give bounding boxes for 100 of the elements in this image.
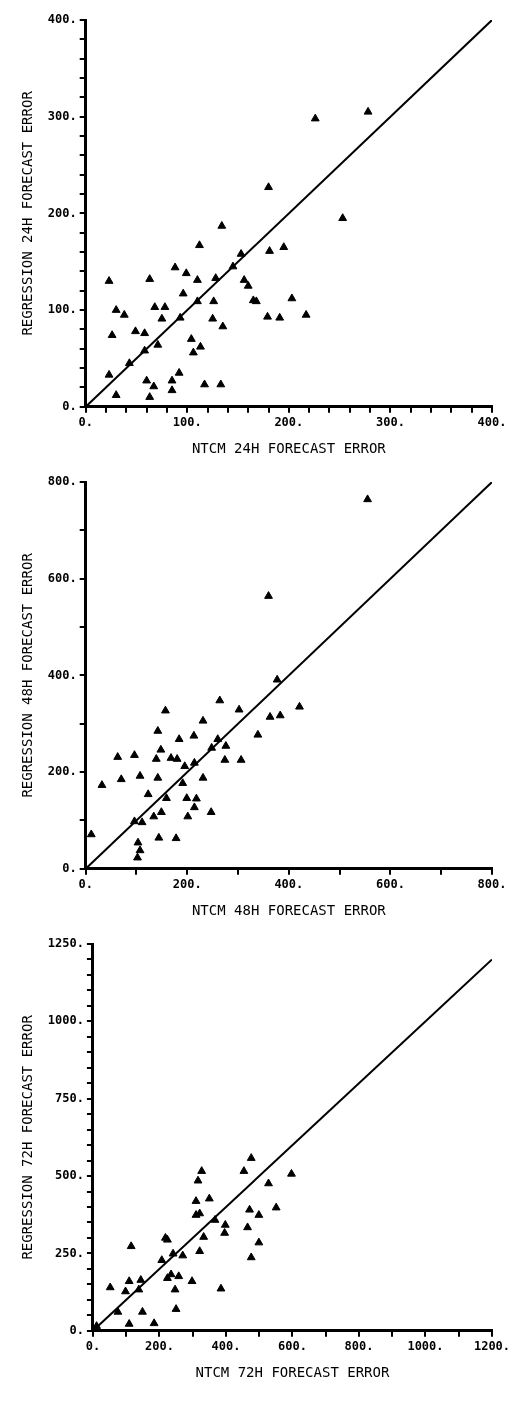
point [195, 1246, 205, 1255]
point [271, 1202, 281, 1211]
point [220, 1219, 230, 1228]
point [130, 816, 139, 825]
point [153, 339, 163, 348]
point [363, 494, 372, 503]
point [150, 302, 160, 310]
y-tick-label: 200. [47, 764, 77, 779]
point [275, 312, 285, 321]
x-axis-title: NTCM 24H FORECAST ERROR [191, 440, 387, 457]
point [200, 379, 209, 388]
point [254, 1210, 264, 1218]
point [171, 833, 181, 842]
point [156, 807, 166, 815]
x-tick-label: 400. [211, 1339, 241, 1354]
point [193, 1175, 203, 1184]
point [197, 1166, 207, 1174]
x-tick-label: 200. [144, 1339, 174, 1354]
point [168, 1248, 178, 1257]
point [295, 701, 304, 710]
x-tick-label: 800. [344, 1339, 374, 1354]
point [195, 240, 204, 249]
point [207, 742, 217, 751]
y-axis-title: REGRESSION 72H FORECAST ERROR [19, 1014, 36, 1260]
point [145, 274, 155, 282]
x-tick-label: 400. [477, 415, 507, 430]
point [206, 807, 216, 815]
point [221, 740, 231, 749]
point [178, 288, 188, 297]
point [124, 1318, 134, 1327]
point [198, 772, 208, 781]
point [97, 780, 107, 788]
point [175, 312, 185, 321]
point [182, 793, 192, 801]
point [156, 744, 166, 753]
point [121, 1286, 130, 1295]
point [119, 309, 129, 318]
point [131, 326, 140, 335]
point [217, 220, 227, 229]
y-tick-label: 0. [62, 860, 77, 875]
x-tick-label: 1200. [473, 1339, 511, 1354]
y-tick-label: 0. [62, 398, 77, 413]
point [172, 754, 182, 762]
y-axis-title: REGRESSION 24H FORECAST ERROR [19, 90, 36, 336]
point [178, 1250, 188, 1259]
point [174, 1271, 184, 1280]
point [126, 1241, 136, 1250]
point [253, 729, 263, 738]
point [116, 774, 126, 783]
point [174, 734, 184, 742]
point [193, 296, 202, 305]
point [186, 334, 196, 342]
point [208, 313, 218, 322]
point [287, 293, 297, 302]
x-tick-label: 200. [274, 415, 304, 430]
point [279, 242, 289, 250]
point [183, 811, 193, 820]
point [111, 305, 121, 313]
point [133, 837, 143, 846]
point [157, 313, 167, 322]
y-tick-label: 300. [47, 108, 77, 123]
point [199, 1232, 209, 1240]
x-tick-label: 600. [278, 1339, 307, 1354]
point [236, 249, 246, 257]
point [104, 276, 114, 284]
point [192, 793, 201, 802]
point [216, 1283, 226, 1292]
x-tick-label: 600. [375, 877, 405, 892]
point [163, 1273, 172, 1281]
point [246, 1252, 256, 1261]
point [245, 1204, 254, 1213]
point [140, 328, 150, 337]
point [275, 710, 285, 719]
point [170, 1284, 180, 1293]
point [166, 753, 176, 761]
y-tick-label: 1250. [47, 936, 84, 951]
point [287, 1168, 296, 1177]
point [113, 752, 123, 760]
point [243, 280, 253, 289]
point [170, 262, 180, 271]
point [124, 358, 134, 367]
y-axis-title: REGRESSION 48H FORECAST ERROR [19, 552, 36, 798]
point [140, 345, 150, 354]
x-tick-label: 400. [274, 877, 304, 892]
point [189, 757, 199, 766]
point [265, 711, 275, 720]
point [174, 367, 184, 376]
point [254, 1237, 264, 1246]
point [153, 726, 163, 734]
x-axis-title: NTCM 72H FORECAST ERROR [195, 1364, 390, 1381]
point [135, 845, 145, 854]
y-tick-label: 600. [47, 570, 77, 585]
point [301, 309, 311, 318]
point [198, 715, 208, 724]
point [160, 302, 170, 310]
point [136, 1275, 146, 1283]
point [161, 705, 170, 714]
x-tick-label: 100. [172, 415, 202, 430]
point [171, 1304, 181, 1312]
point [264, 182, 273, 191]
